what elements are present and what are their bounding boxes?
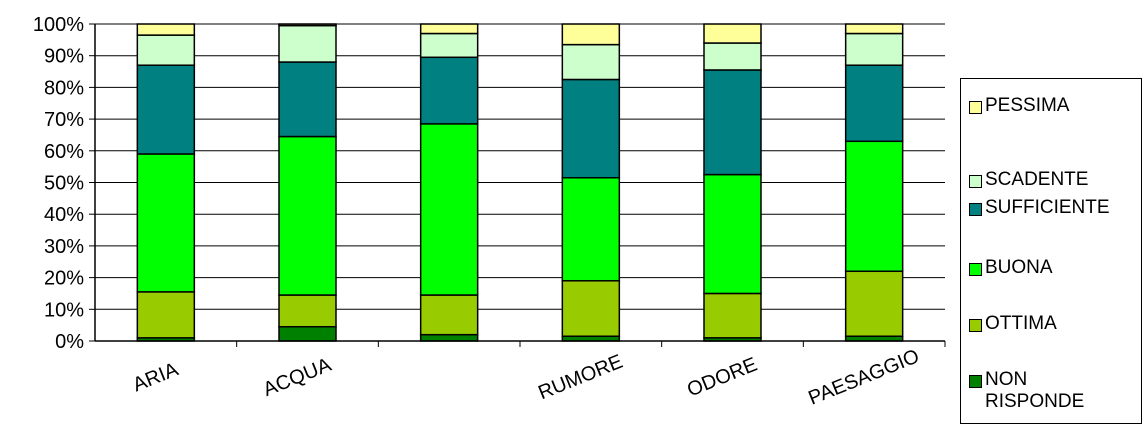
y-tick-label: 0% — [55, 331, 84, 353]
y-tick-label: 30% — [44, 236, 84, 258]
stacked-bar-chart: 0% 10% 20% 30% 40% 50% 60% 70% 80% 90% 100% ARIA AC… — [33, 14, 946, 410]
bar-segment — [419, 56, 479, 125]
legend-swatch-ottima — [969, 319, 982, 332]
legend-label: PESSIMA — [985, 95, 1070, 116]
bar-segment — [278, 23, 337, 27]
legend-item-non-risponde: NON RISPONDE — [961, 369, 1115, 413]
bar-segment — [136, 34, 196, 66]
y-tick-label: 90% — [44, 46, 84, 68]
x-category-label: ARIA — [130, 358, 182, 396]
bar-segment — [136, 23, 196, 36]
bar-segment — [844, 23, 904, 35]
bar-segment — [703, 23, 762, 44]
x-category-label: ODORE — [684, 354, 760, 402]
bar-segment — [278, 294, 337, 328]
legend-swatch-non-risponde — [969, 375, 982, 388]
bar-segment — [419, 32, 479, 59]
legend-item-sufficiente: SUFFICIENTE — [961, 197, 1110, 219]
legend-item-ottima: OTTIMA — [961, 313, 1057, 335]
bar-segment — [278, 24, 337, 63]
bar-segment — [844, 140, 904, 273]
legend-swatch-sufficiente — [969, 203, 982, 216]
bar-segment — [844, 64, 904, 143]
bar-segment — [844, 270, 904, 337]
bar-segment — [703, 69, 762, 176]
legend-label: BUONA — [985, 257, 1053, 278]
x-category-labels: ARIA ACQUA RUMORE ODORE PAESAGGIO — [130, 345, 923, 409]
y-tick-label: 40% — [44, 204, 84, 226]
legend-label: SCADENTE — [985, 169, 1089, 190]
bar-segment — [278, 325, 337, 342]
bar-segment — [561, 43, 621, 81]
x-category-label: ACQUA — [260, 354, 335, 401]
y-tick-label: 60% — [44, 141, 84, 163]
y-tick-label: 50% — [44, 173, 84, 195]
bar-segment — [561, 78, 621, 179]
x-category-label: PAESAGGIO — [805, 345, 922, 409]
legend-item-scadente: SCADENTE — [961, 169, 1088, 191]
y-tick-label: 100% — [33, 14, 84, 36]
gridlines — [95, 23, 945, 342]
bar-segment — [703, 292, 762, 339]
bar-segment — [419, 123, 479, 296]
bar-segment — [419, 333, 479, 342]
y-tick-label: 70% — [44, 109, 84, 131]
legend-item-buona: BUONA — [961, 257, 1053, 279]
y-tick-label: 10% — [44, 299, 84, 321]
axes — [89, 23, 946, 347]
y-tick-labels: 0% 10% 20% 30% 40% 50% 60% 70% 80% 90% 100% — [33, 14, 84, 353]
bar-segment — [136, 64, 196, 155]
bars — [136, 23, 904, 342]
bar-segment — [561, 176, 621, 282]
legend-label: OTTIMA — [985, 313, 1057, 334]
bar-segment — [419, 23, 479, 35]
bar-segment — [703, 42, 762, 71]
y-tick-label: 80% — [44, 77, 84, 99]
legend-item-pessima: PESSIMA — [961, 95, 1069, 117]
legend-swatch-buona — [969, 263, 982, 276]
legend-swatch-scadente — [969, 175, 982, 188]
legend-label: NON RISPONDE — [985, 369, 1085, 412]
bar-segment — [278, 135, 337, 296]
bar-segment — [844, 32, 904, 66]
legend-swatch-pessima — [969, 101, 982, 114]
legend-label: SUFFICIENTE — [985, 197, 1110, 218]
bar-segment — [278, 61, 337, 138]
x-category-label: RUMORE — [535, 351, 626, 405]
bar-segment — [703, 173, 762, 295]
bar-segment — [561, 280, 621, 337]
y-tick-label: 20% — [44, 268, 84, 290]
bar-segment — [419, 294, 479, 336]
bar-segment — [136, 291, 196, 339]
bar-segment — [561, 23, 621, 46]
legend: PESSIMA SCADENTE SUFFICIENTE BUONA OTTIM… — [960, 78, 1142, 424]
bar-segment — [136, 153, 196, 293]
